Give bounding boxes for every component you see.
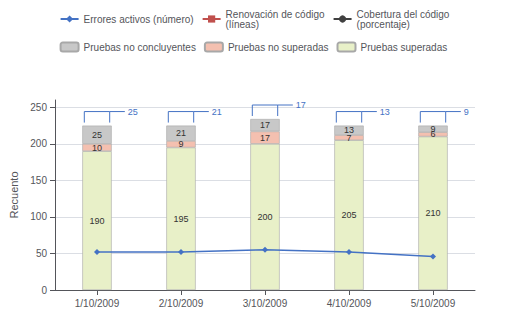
- svg-text:25: 25: [128, 107, 138, 117]
- svg-text:9: 9: [178, 139, 183, 149]
- svg-text:10: 10: [92, 143, 102, 153]
- svg-text:150: 150: [30, 175, 47, 186]
- svg-text:100: 100: [30, 211, 47, 222]
- svg-text:250: 250: [30, 102, 47, 113]
- svg-text:200: 200: [30, 138, 47, 149]
- svg-text:Errores activos (número): Errores activos (número): [84, 14, 194, 25]
- svg-text:0: 0: [41, 285, 47, 296]
- svg-text:1/10/2009: 1/10/2009: [75, 298, 120, 309]
- svg-text:Cobertura del código: Cobertura del código: [356, 8, 450, 20]
- svg-text:17: 17: [296, 100, 306, 110]
- svg-text:7: 7: [346, 132, 352, 143]
- svg-text:6: 6: [430, 129, 436, 140]
- svg-text:5/10/2009: 5/10/2009: [411, 298, 456, 309]
- svg-text:Pruebas superadas: Pruebas superadas: [361, 42, 448, 53]
- svg-text:205: 205: [341, 210, 356, 220]
- svg-text:9: 9: [430, 124, 435, 134]
- svg-text:21: 21: [212, 107, 222, 117]
- svg-text:200: 200: [257, 212, 272, 222]
- svg-text:13: 13: [344, 125, 354, 135]
- svg-text:17: 17: [260, 133, 270, 143]
- svg-text:Renovación de código: Renovación de código: [225, 8, 325, 20]
- svg-text:21: 21: [176, 128, 186, 138]
- svg-text:Pruebas no concluyentes: Pruebas no concluyentes: [84, 42, 196, 53]
- svg-text:190: 190: [89, 216, 104, 226]
- svg-text:(porcentaje): (porcentaje): [357, 19, 410, 30]
- svg-text:Pruebas no superadas: Pruebas no superadas: [228, 42, 329, 53]
- svg-text:3/10/2009: 3/10/2009: [243, 298, 288, 309]
- svg-text:(líneas): (líneas): [226, 19, 259, 30]
- svg-text:9: 9: [464, 107, 469, 117]
- svg-text:50: 50: [36, 248, 48, 259]
- svg-text:195: 195: [173, 214, 188, 224]
- svg-text:2/10/2009: 2/10/2009: [159, 298, 204, 309]
- svg-text:17: 17: [260, 120, 270, 130]
- svg-text:210: 210: [425, 208, 440, 218]
- svg-text:Recuento: Recuento: [8, 171, 20, 218]
- svg-text:4/10/2009: 4/10/2009: [327, 298, 372, 309]
- svg-text:25: 25: [92, 130, 102, 140]
- svg-text:13: 13: [380, 107, 390, 117]
